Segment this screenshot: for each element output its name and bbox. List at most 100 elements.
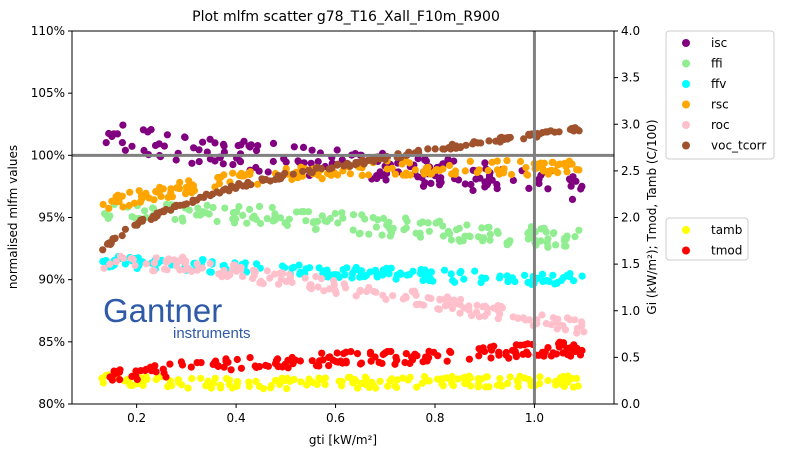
point-rsc: [118, 192, 126, 200]
point-tamb: [188, 375, 196, 383]
point-voc_tcorr: [189, 198, 197, 206]
data-points: [98, 121, 588, 393]
point-tamb: [474, 383, 482, 391]
point-roc: [514, 314, 522, 322]
point-rsc: [503, 157, 511, 165]
point-voc_tcorr: [462, 141, 470, 149]
legend-right-axis: tamb tmod: [665, 217, 749, 261]
point-tamb: [344, 373, 353, 382]
point-tmod: [178, 361, 187, 369]
point-tamb: [557, 375, 565, 383]
point-voc_tcorr: [104, 239, 113, 247]
point-ffi: [365, 230, 373, 238]
point-isc: [229, 161, 237, 169]
point-isc: [199, 138, 207, 146]
point-voc_tcorr: [225, 187, 233, 195]
point-roc: [312, 272, 320, 281]
y-left-tick-label: 90%: [38, 273, 65, 287]
point-tamb: [478, 375, 486, 383]
point-isc: [290, 143, 298, 151]
point-tamb: [393, 376, 401, 384]
point-tamb: [485, 383, 493, 391]
point-tamb: [376, 377, 384, 385]
point-roc: [162, 258, 171, 266]
point-ffi: [171, 215, 179, 224]
point-roc: [106, 260, 114, 268]
point-ffv: [343, 264, 351, 272]
point-rsc: [176, 178, 184, 186]
y-axis-right: 0.0 0.5 1.0 1.5 2.0 2.5 3.0 3.5 4.0: [614, 24, 640, 411]
point-tmod: [487, 354, 495, 362]
point-tamb: [525, 375, 533, 384]
point-ffi: [349, 211, 358, 219]
point-ffv: [373, 273, 381, 281]
point-voc_tcorr: [571, 124, 579, 132]
point-tamb: [283, 385, 291, 393]
point-tmod: [508, 346, 517, 354]
point-rsc: [164, 193, 172, 201]
point-ffi: [339, 214, 347, 222]
point-ffi: [311, 225, 320, 233]
point-roc: [179, 253, 187, 261]
point-rsc: [119, 203, 127, 211]
point-ffi: [229, 215, 237, 223]
point-isc: [525, 184, 533, 192]
point-ffi: [486, 236, 494, 244]
point-tamb: [297, 378, 305, 386]
point-isc: [255, 167, 263, 175]
point-ffv: [392, 275, 400, 283]
point-tamb: [467, 382, 475, 390]
point-rsc: [346, 170, 354, 178]
point-ffv: [478, 274, 486, 282]
point-tamb: [321, 380, 329, 389]
point-rsc: [137, 197, 145, 205]
point-rsc: [229, 169, 237, 177]
legend-label-voc_tcorr: voc_tcorr: [711, 139, 766, 153]
point-tmod: [187, 363, 195, 371]
point-tamb: [259, 385, 268, 393]
point-tmod: [115, 368, 124, 376]
point-voc_tcorr: [543, 128, 552, 136]
point-tmod: [220, 363, 228, 371]
point-isc: [246, 143, 254, 151]
point-tmod: [342, 359, 350, 367]
point-ffv: [288, 264, 296, 272]
point-ffv: [496, 272, 504, 280]
point-ffi: [292, 208, 301, 216]
point-tmod: [375, 358, 383, 366]
point-roc: [494, 315, 502, 323]
point-tmod: [110, 371, 118, 379]
y-left-tick-label: 100%: [31, 148, 65, 162]
point-rsc: [507, 170, 516, 179]
point-isc: [376, 168, 384, 176]
point-tamb: [207, 384, 215, 392]
point-tamb: [564, 372, 572, 380]
point-roc: [412, 301, 420, 309]
point-roc: [481, 302, 489, 310]
point-tamb: [305, 375, 313, 383]
y-axis-left: 80% 85% 90% 95% 100% 105% 110%: [31, 24, 72, 411]
point-isc: [195, 158, 203, 166]
point-voc_tcorr: [312, 164, 320, 172]
point-voc_tcorr: [242, 182, 250, 190]
point-ffi: [494, 229, 502, 237]
point-isc: [481, 159, 489, 167]
point-roc: [188, 267, 196, 275]
point-ffi: [338, 209, 346, 217]
x-tick-label: 0.6: [326, 411, 345, 425]
point-voc_tcorr: [527, 131, 535, 139]
point-voc_tcorr: [274, 172, 282, 180]
point-tamb: [317, 375, 325, 384]
point-rsc: [433, 166, 441, 174]
point-tamb: [278, 374, 286, 382]
point-tamb: [393, 383, 401, 392]
point-roc: [382, 295, 390, 304]
point-ffi: [446, 230, 454, 238]
point-tmod: [443, 357, 451, 365]
y-left-tick-label: 80%: [38, 397, 65, 411]
point-voc_tcorr: [299, 167, 307, 175]
point-isc: [188, 159, 196, 167]
series-voc_tcorr: [99, 124, 583, 254]
point-ffi: [358, 211, 366, 219]
point-isc: [469, 186, 477, 195]
